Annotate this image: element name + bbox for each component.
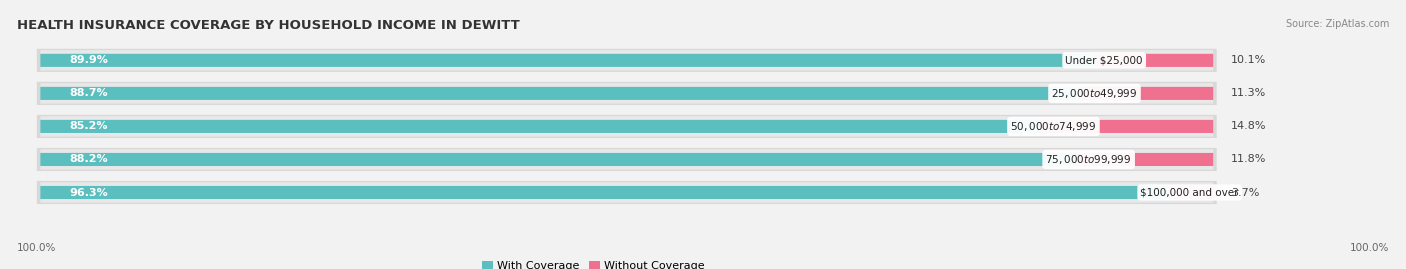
Text: 14.8%: 14.8% (1230, 121, 1267, 132)
FancyBboxPatch shape (41, 87, 1081, 100)
Text: 89.9%: 89.9% (70, 55, 108, 65)
FancyBboxPatch shape (41, 120, 1039, 133)
FancyBboxPatch shape (41, 50, 1213, 70)
FancyBboxPatch shape (41, 153, 1074, 166)
FancyBboxPatch shape (1039, 120, 1213, 133)
FancyBboxPatch shape (41, 54, 1095, 67)
Text: 11.8%: 11.8% (1230, 154, 1267, 164)
Text: $75,000 to $99,999: $75,000 to $99,999 (1046, 153, 1132, 166)
Text: Source: ZipAtlas.com: Source: ZipAtlas.com (1285, 19, 1389, 29)
Text: 85.2%: 85.2% (70, 121, 108, 132)
FancyBboxPatch shape (37, 49, 1216, 72)
Text: 11.3%: 11.3% (1230, 89, 1265, 98)
Text: 100.0%: 100.0% (1350, 243, 1389, 253)
FancyBboxPatch shape (41, 149, 1213, 170)
Text: $100,000 and over: $100,000 and over (1140, 187, 1239, 197)
Text: 88.2%: 88.2% (70, 154, 108, 164)
FancyBboxPatch shape (41, 182, 1213, 203)
Text: Under $25,000: Under $25,000 (1066, 55, 1143, 65)
FancyBboxPatch shape (1095, 54, 1213, 67)
Text: 88.7%: 88.7% (70, 89, 108, 98)
Text: 96.3%: 96.3% (70, 187, 108, 197)
FancyBboxPatch shape (37, 181, 1216, 204)
FancyBboxPatch shape (37, 148, 1216, 171)
FancyBboxPatch shape (41, 186, 1170, 199)
Text: 10.1%: 10.1% (1230, 55, 1265, 65)
Text: HEALTH INSURANCE COVERAGE BY HOUSEHOLD INCOME IN DEWITT: HEALTH INSURANCE COVERAGE BY HOUSEHOLD I… (17, 19, 520, 32)
FancyBboxPatch shape (41, 83, 1213, 104)
Text: 100.0%: 100.0% (17, 243, 56, 253)
FancyBboxPatch shape (37, 115, 1216, 138)
FancyBboxPatch shape (41, 116, 1213, 137)
FancyBboxPatch shape (1170, 186, 1213, 199)
Text: $25,000 to $49,999: $25,000 to $49,999 (1052, 87, 1137, 100)
Legend: With Coverage, Without Coverage: With Coverage, Without Coverage (477, 256, 709, 269)
FancyBboxPatch shape (37, 82, 1216, 105)
FancyBboxPatch shape (1074, 153, 1213, 166)
Text: 3.7%: 3.7% (1230, 187, 1260, 197)
Text: $50,000 to $74,999: $50,000 to $74,999 (1011, 120, 1097, 133)
FancyBboxPatch shape (1081, 87, 1213, 100)
